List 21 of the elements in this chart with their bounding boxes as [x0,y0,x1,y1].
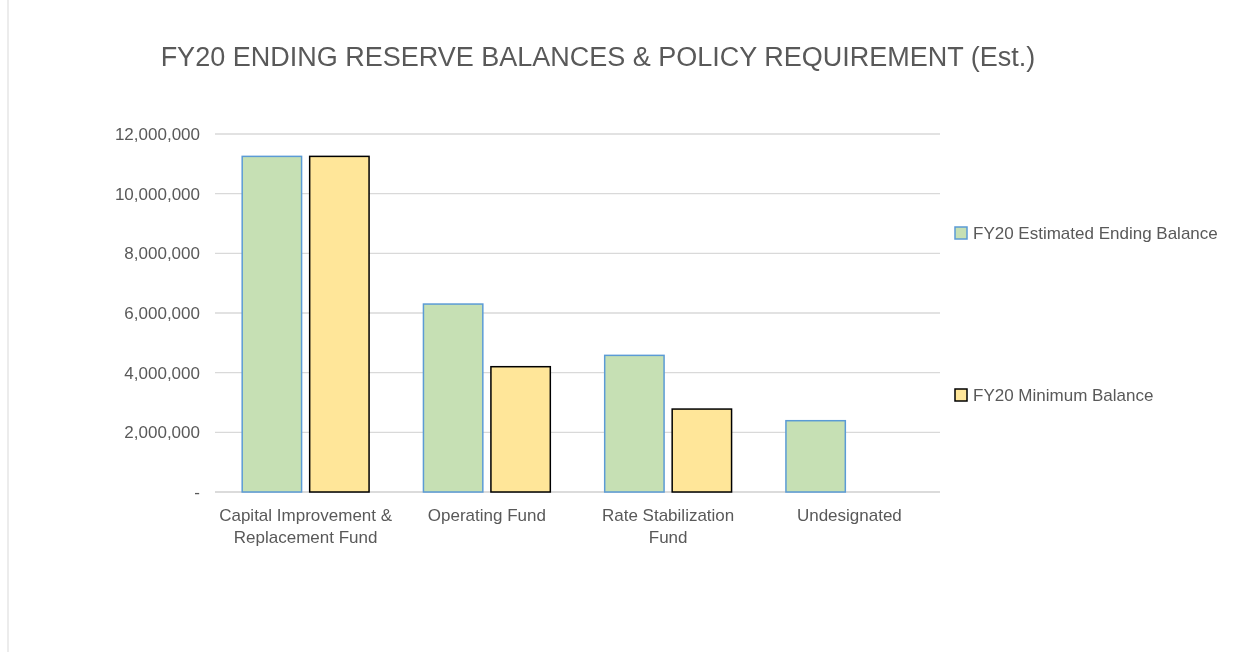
x-tick-label: Rate Stabilization Fund [601,506,735,547]
x-tick-label: Capital Improvement & Replacement Fund [219,506,393,547]
y-tick-label: 12,000,000 [114,124,200,144]
legend-label: FY20 Minimum Balance [973,386,1154,405]
bar [490,365,552,493]
y-tick-label: 10,000,000 [114,184,200,204]
bar [241,155,303,493]
bar [603,354,665,493]
x-tick-label: Operating Fund [427,506,546,525]
y-tick-label: 8,000,000 [124,244,200,264]
x-tick-label: Undesignated [796,506,902,525]
legend-label: FY20 Estimated Ending Balance [973,224,1218,243]
y-tick-label: - [194,482,200,502]
bar [671,408,733,493]
y-tick-label: 2,000,000 [124,423,200,443]
chart-title: FY20 ENDING RESERVE BALANCES & POLICY REQUIREMENT (Est.) [160,42,1036,72]
bar [785,419,847,493]
bar [422,303,484,493]
y-tick-label: 6,000,000 [124,303,200,323]
bar [308,155,370,493]
y-tick-label: 4,000,000 [124,363,200,383]
